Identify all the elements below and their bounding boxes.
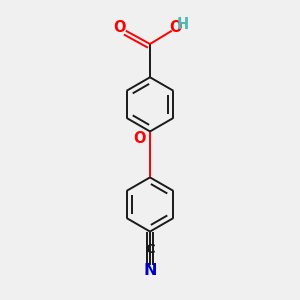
Text: C: C: [145, 243, 155, 256]
Text: O: O: [169, 20, 182, 35]
Text: O: O: [133, 131, 146, 146]
Text: O: O: [113, 20, 126, 35]
Text: H: H: [177, 17, 189, 32]
Text: N: N: [143, 263, 157, 278]
